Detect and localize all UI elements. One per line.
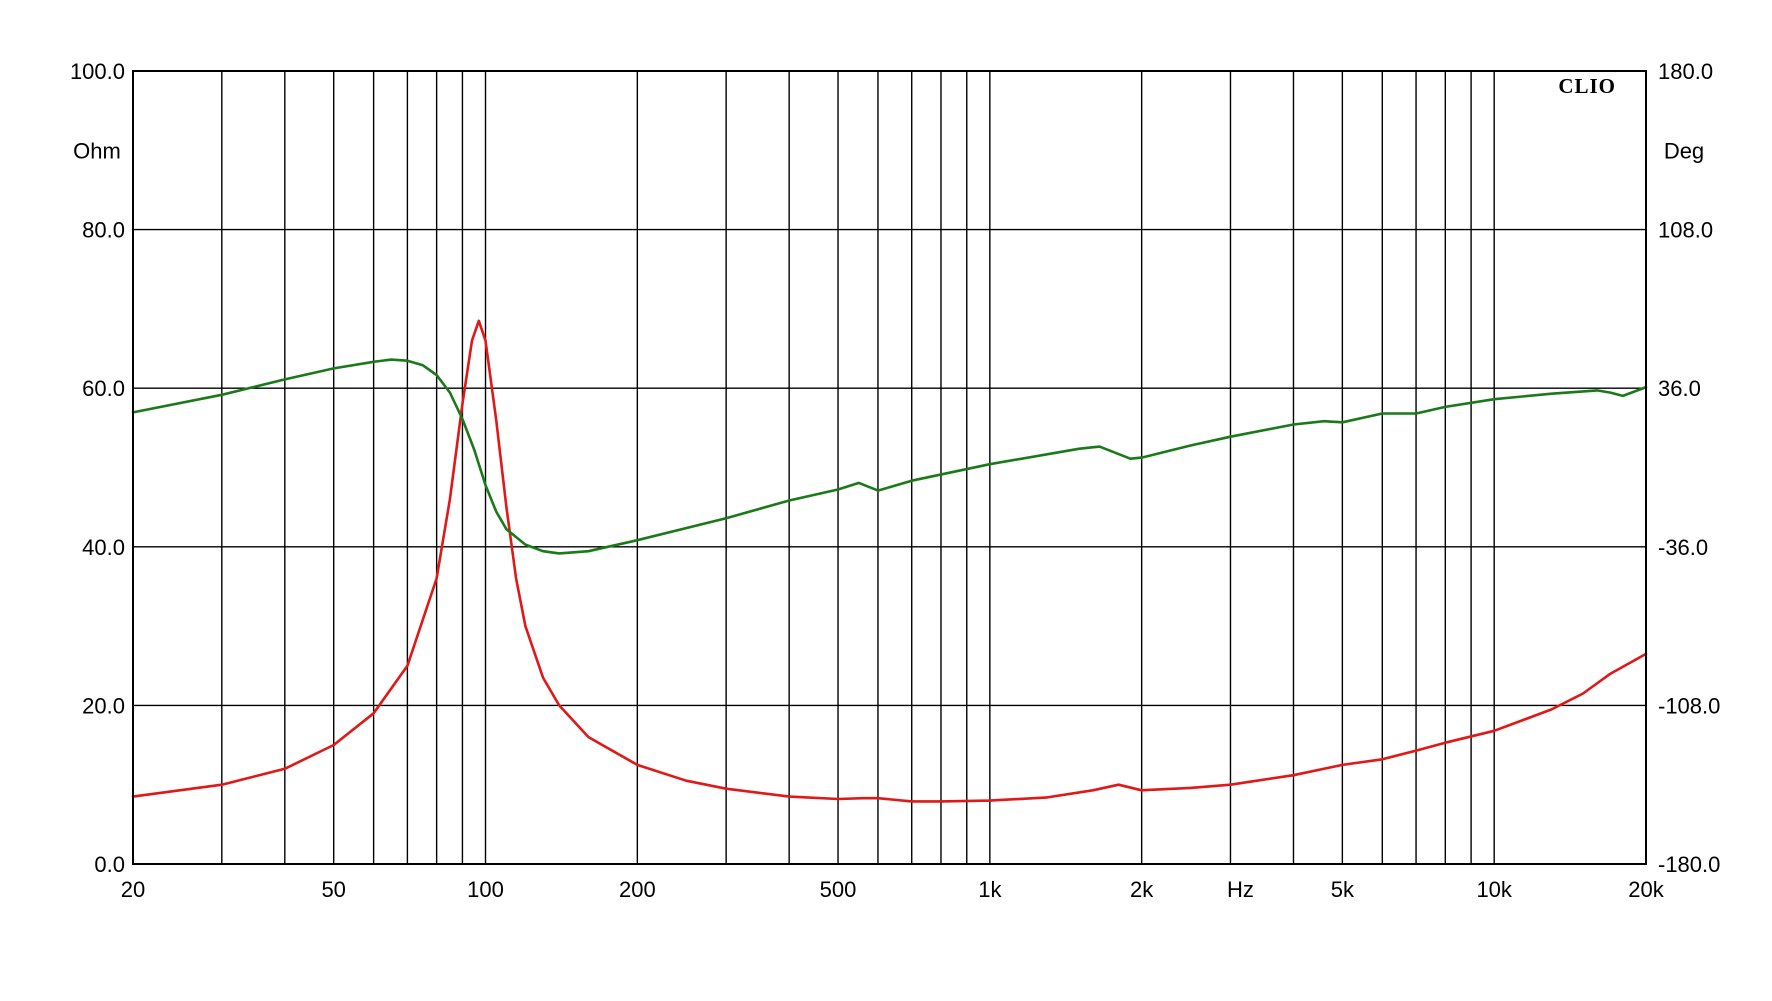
right-axis-unit: Deg <box>1664 138 1704 163</box>
x-tick-label: 200 <box>619 877 656 902</box>
y-right-tick-label: -180.0 <box>1658 852 1720 877</box>
x-tick-label: 10k <box>1476 877 1512 902</box>
x-tick-label: 20k <box>1628 877 1664 902</box>
x-tick-label: 20 <box>121 877 145 902</box>
x-tick-label: 100 <box>467 877 504 902</box>
x-tick-label: 50 <box>321 877 345 902</box>
impedance-curve <box>131 319 1648 803</box>
y-right-tick-label: -108.0 <box>1658 693 1720 718</box>
x-tick-label: 5k <box>1331 877 1355 902</box>
x-tick-label: 1k <box>978 877 1002 902</box>
y-right-tick-label: 108.0 <box>1658 218 1713 243</box>
plot-frame <box>132 70 1647 865</box>
y-left-tick-label: 0.0 <box>94 852 125 877</box>
y-right-tick-label: 180.0 <box>1658 59 1713 84</box>
y-left-tick-label: 20.0 <box>82 693 125 718</box>
x-tick-label: 2k <box>1130 877 1154 902</box>
y-left-tick-label: 60.0 <box>82 376 125 401</box>
phase-curve <box>131 358 1648 555</box>
y-left-tick-label: 100.0 <box>70 59 125 84</box>
y-right-tick-label: -36.0 <box>1658 535 1708 560</box>
left-axis-unit: Ohm <box>73 138 121 163</box>
x-axis-unit: Hz <box>1227 877 1254 902</box>
y-left-tick-label: 40.0 <box>82 535 125 560</box>
y-right-tick-label: 36.0 <box>1658 376 1701 401</box>
tick-labels: 20 50 100 200 500 1k 2k 5k 10k 20k 0.0 20.0 40.0 60.0… <box>70 59 1720 902</box>
brand-logo: CLIO <box>1558 74 1616 98</box>
y-left-tick-label: 80.0 <box>82 218 125 243</box>
data-series <box>131 319 1648 803</box>
x-tick-label: 500 <box>820 877 857 902</box>
